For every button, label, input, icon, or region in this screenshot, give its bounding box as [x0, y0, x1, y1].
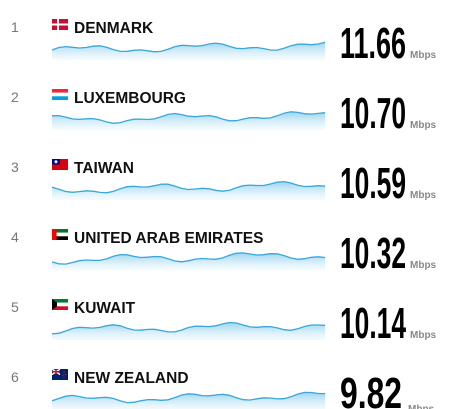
rank: 4 [11, 229, 19, 245]
country-name: TAIWAN [74, 160, 134, 177]
speed-value: 9.82 [340, 369, 402, 409]
speed-unit: Mbps [410, 260, 437, 271]
flag-stripe [52, 232, 68, 237]
flag-star [63, 371, 65, 373]
ranking-row: 4 UNITED ARAB EMIRATES 10.32 Mbps [11, 229, 437, 278]
rank: 6 [11, 369, 19, 385]
flag-stripe [52, 306, 68, 310]
sparkline-area [52, 42, 325, 60]
country-name: NEW ZEALAND [74, 370, 189, 387]
flag [52, 229, 68, 240]
flag [52, 299, 68, 310]
rank: 3 [11, 159, 19, 175]
ranking-row: 2 LUXEMBOURG 10.70 Mbps [11, 89, 437, 138]
ranking-row: 5 KUWAIT 10.14 Mbps [11, 299, 437, 348]
sparkline [51, 321, 326, 335]
sparkline [51, 41, 326, 53]
flag-hoist [52, 299, 57, 310]
country-name: LUXEMBOURG [74, 90, 186, 107]
sparkline [51, 180, 326, 194]
speed-value: 10.59 [340, 159, 406, 208]
flag [52, 89, 68, 100]
flag-star [63, 376, 65, 379]
flag-stripe [52, 96, 68, 100]
ranking-row: 3 TAIWAN 10.59 Mbps [11, 159, 437, 208]
speed-unit: Mbps [410, 120, 437, 131]
speed-value: 10.14 [340, 299, 406, 348]
ranking-row: 6 NEW ZEALAND 9.82 Mbps [11, 368, 435, 409]
flag-stripe [52, 229, 68, 233]
country-name: DENMARK [74, 20, 154, 37]
sparkline-area [52, 322, 325, 340]
sparkline [51, 252, 326, 265]
speed-unit: Mbps [408, 404, 435, 409]
flag-stripe [52, 92, 68, 97]
flag-stripe [52, 236, 68, 240]
sparkline [51, 111, 326, 124]
speed-unit: Mbps [410, 330, 437, 341]
flag-hoist [52, 229, 57, 240]
speed-unit: Mbps [410, 190, 437, 201]
rank: 1 [11, 19, 19, 35]
flag-stripe [52, 299, 68, 303]
rank: 2 [11, 89, 19, 105]
sparkline [51, 391, 326, 404]
sparkline-area [52, 111, 325, 130]
flag-cross [52, 23, 68, 26]
flag-stripe [52, 302, 68, 307]
flag [52, 19, 68, 30]
country-name: KUWAIT [74, 300, 136, 317]
flag-union [52, 369, 60, 375]
sparkline-area [52, 392, 325, 409]
flag-star [62, 374, 64, 376]
speed-value: 10.70 [340, 89, 406, 138]
speed-value: 10.32 [340, 229, 406, 278]
ranking-row: 1 DENMARK 11.66 Mbps [11, 19, 437, 68]
rank: 5 [11, 299, 19, 315]
flag-stripe [52, 89, 68, 93]
sparkline-area [52, 181, 325, 200]
flag [52, 159, 68, 170]
flag-sun [54, 160, 58, 164]
speed-value: 11.66 [340, 19, 406, 68]
speed-unit: Mbps [410, 50, 437, 61]
flag [51, 368, 68, 380]
country-name: UNITED ARAB EMIRATES [74, 230, 263, 247]
flag-star [64, 373, 67, 376]
